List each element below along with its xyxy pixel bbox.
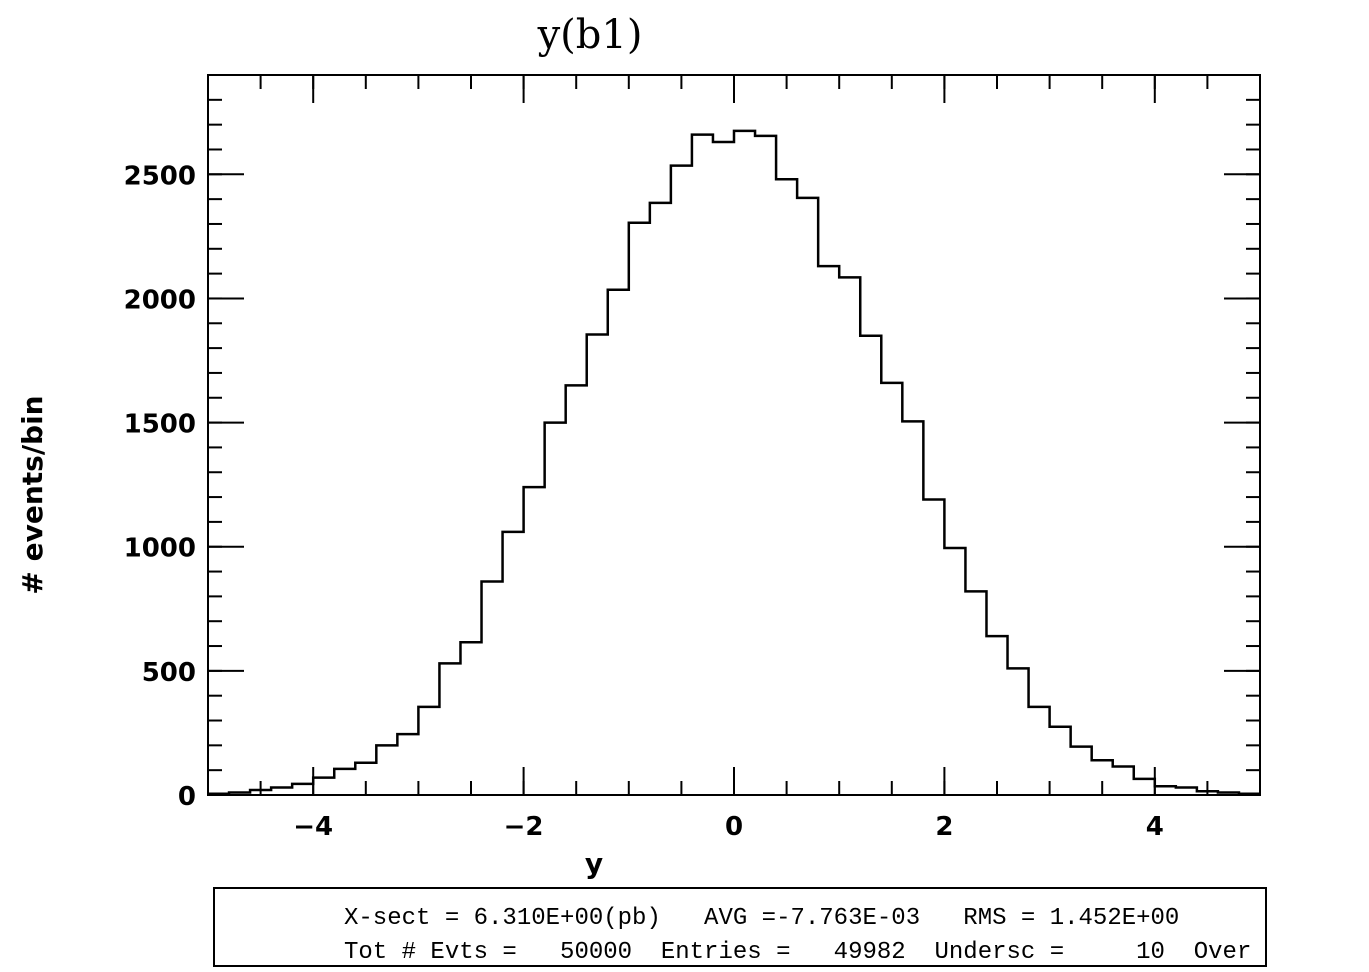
histogram-bin — [1029, 707, 1050, 795]
histogram-bin — [1113, 766, 1134, 795]
histogram-bin — [755, 136, 776, 795]
histogram-bin — [460, 642, 481, 795]
y-tick-label: 0 — [178, 782, 196, 812]
histogram-bin — [1050, 727, 1071, 795]
histogram-bin — [1197, 791, 1218, 795]
histogram-bin — [965, 591, 986, 795]
histogram-bin — [271, 788, 292, 795]
histogram-bin — [902, 421, 923, 795]
histogram-bin — [860, 336, 881, 795]
histogram-bin — [1176, 788, 1197, 795]
histogram-bin — [797, 198, 818, 795]
histogram-bin — [355, 763, 376, 795]
histogram-bin — [1092, 760, 1113, 795]
histogram-bin — [1218, 793, 1239, 795]
histogram-bin — [818, 266, 839, 795]
histogram-bin — [692, 135, 713, 795]
histogram-bin — [1239, 794, 1260, 795]
histogram-line — [208, 129, 1260, 796]
histogram-bin — [881, 383, 902, 795]
histogram-bin — [629, 223, 650, 795]
histogram-bin — [1155, 786, 1176, 795]
histogram-bin — [229, 793, 250, 795]
x-tick-label: 0 — [725, 812, 743, 842]
histogram-bin — [671, 166, 692, 795]
x-tick-labels: −4 −2 0 2 4 — [293, 812, 1164, 842]
histogram-bin — [587, 334, 608, 795]
y-axis-label: # events/bin — [16, 395, 49, 594]
x-tick-label: 2 — [935, 812, 953, 842]
histogram-bin — [418, 707, 439, 795]
stats-line-2: Tot # Evts = 50000 Entries = 49982 Under… — [344, 939, 1251, 966]
histogram-bin — [313, 778, 334, 795]
histogram-bin — [524, 487, 545, 795]
y-tick-label: 500 — [142, 658, 196, 688]
histogram-bin — [439, 663, 460, 795]
stats-line-1: X-sect = 6.310E+00(pb) AVG =-7.763E-03 R… — [344, 905, 1179, 932]
stats-box — [213, 887, 1267, 967]
histogram-bin — [839, 277, 860, 795]
histogram-bin — [1071, 747, 1092, 795]
histogram-bin — [944, 548, 965, 795]
histogram-bins — [208, 131, 1260, 795]
histogram-bin — [292, 784, 313, 795]
histogram-bin — [734, 131, 755, 795]
y-tick-label: 1500 — [124, 410, 196, 440]
histogram-bin — [482, 581, 503, 795]
histogram-bin — [1008, 668, 1029, 795]
y-tick-label: 2000 — [124, 285, 196, 315]
histogram-bin — [566, 385, 587, 795]
x-tick-label: 4 — [1146, 812, 1164, 842]
histogram-bin — [334, 769, 355, 795]
histogram-bin — [1134, 779, 1155, 795]
histogram-bin — [208, 794, 229, 795]
y-tick-label: 1000 — [124, 534, 196, 564]
histogram-bin — [650, 203, 671, 795]
histogram-bin — [608, 290, 629, 795]
histogram-bin — [713, 142, 734, 795]
x-axis-label: y — [585, 847, 603, 880]
y-tick-labels: 0 500 1000 1500 2000 2500 — [124, 161, 196, 812]
histogram-bin — [397, 734, 418, 795]
histogram-bin — [545, 423, 566, 795]
histogram-bin — [923, 500, 944, 795]
histogram-bin — [250, 790, 271, 795]
histogram-bin — [376, 745, 397, 795]
histogram-bin — [776, 179, 797, 795]
x-tick-label: −4 — [293, 812, 333, 842]
chart-title: y(b1) — [537, 12, 643, 58]
y-tick-label: 2500 — [124, 161, 196, 191]
histogram-bin — [503, 532, 524, 795]
histogram-bin — [986, 636, 1007, 795]
x-tick-label: −2 — [504, 812, 544, 842]
